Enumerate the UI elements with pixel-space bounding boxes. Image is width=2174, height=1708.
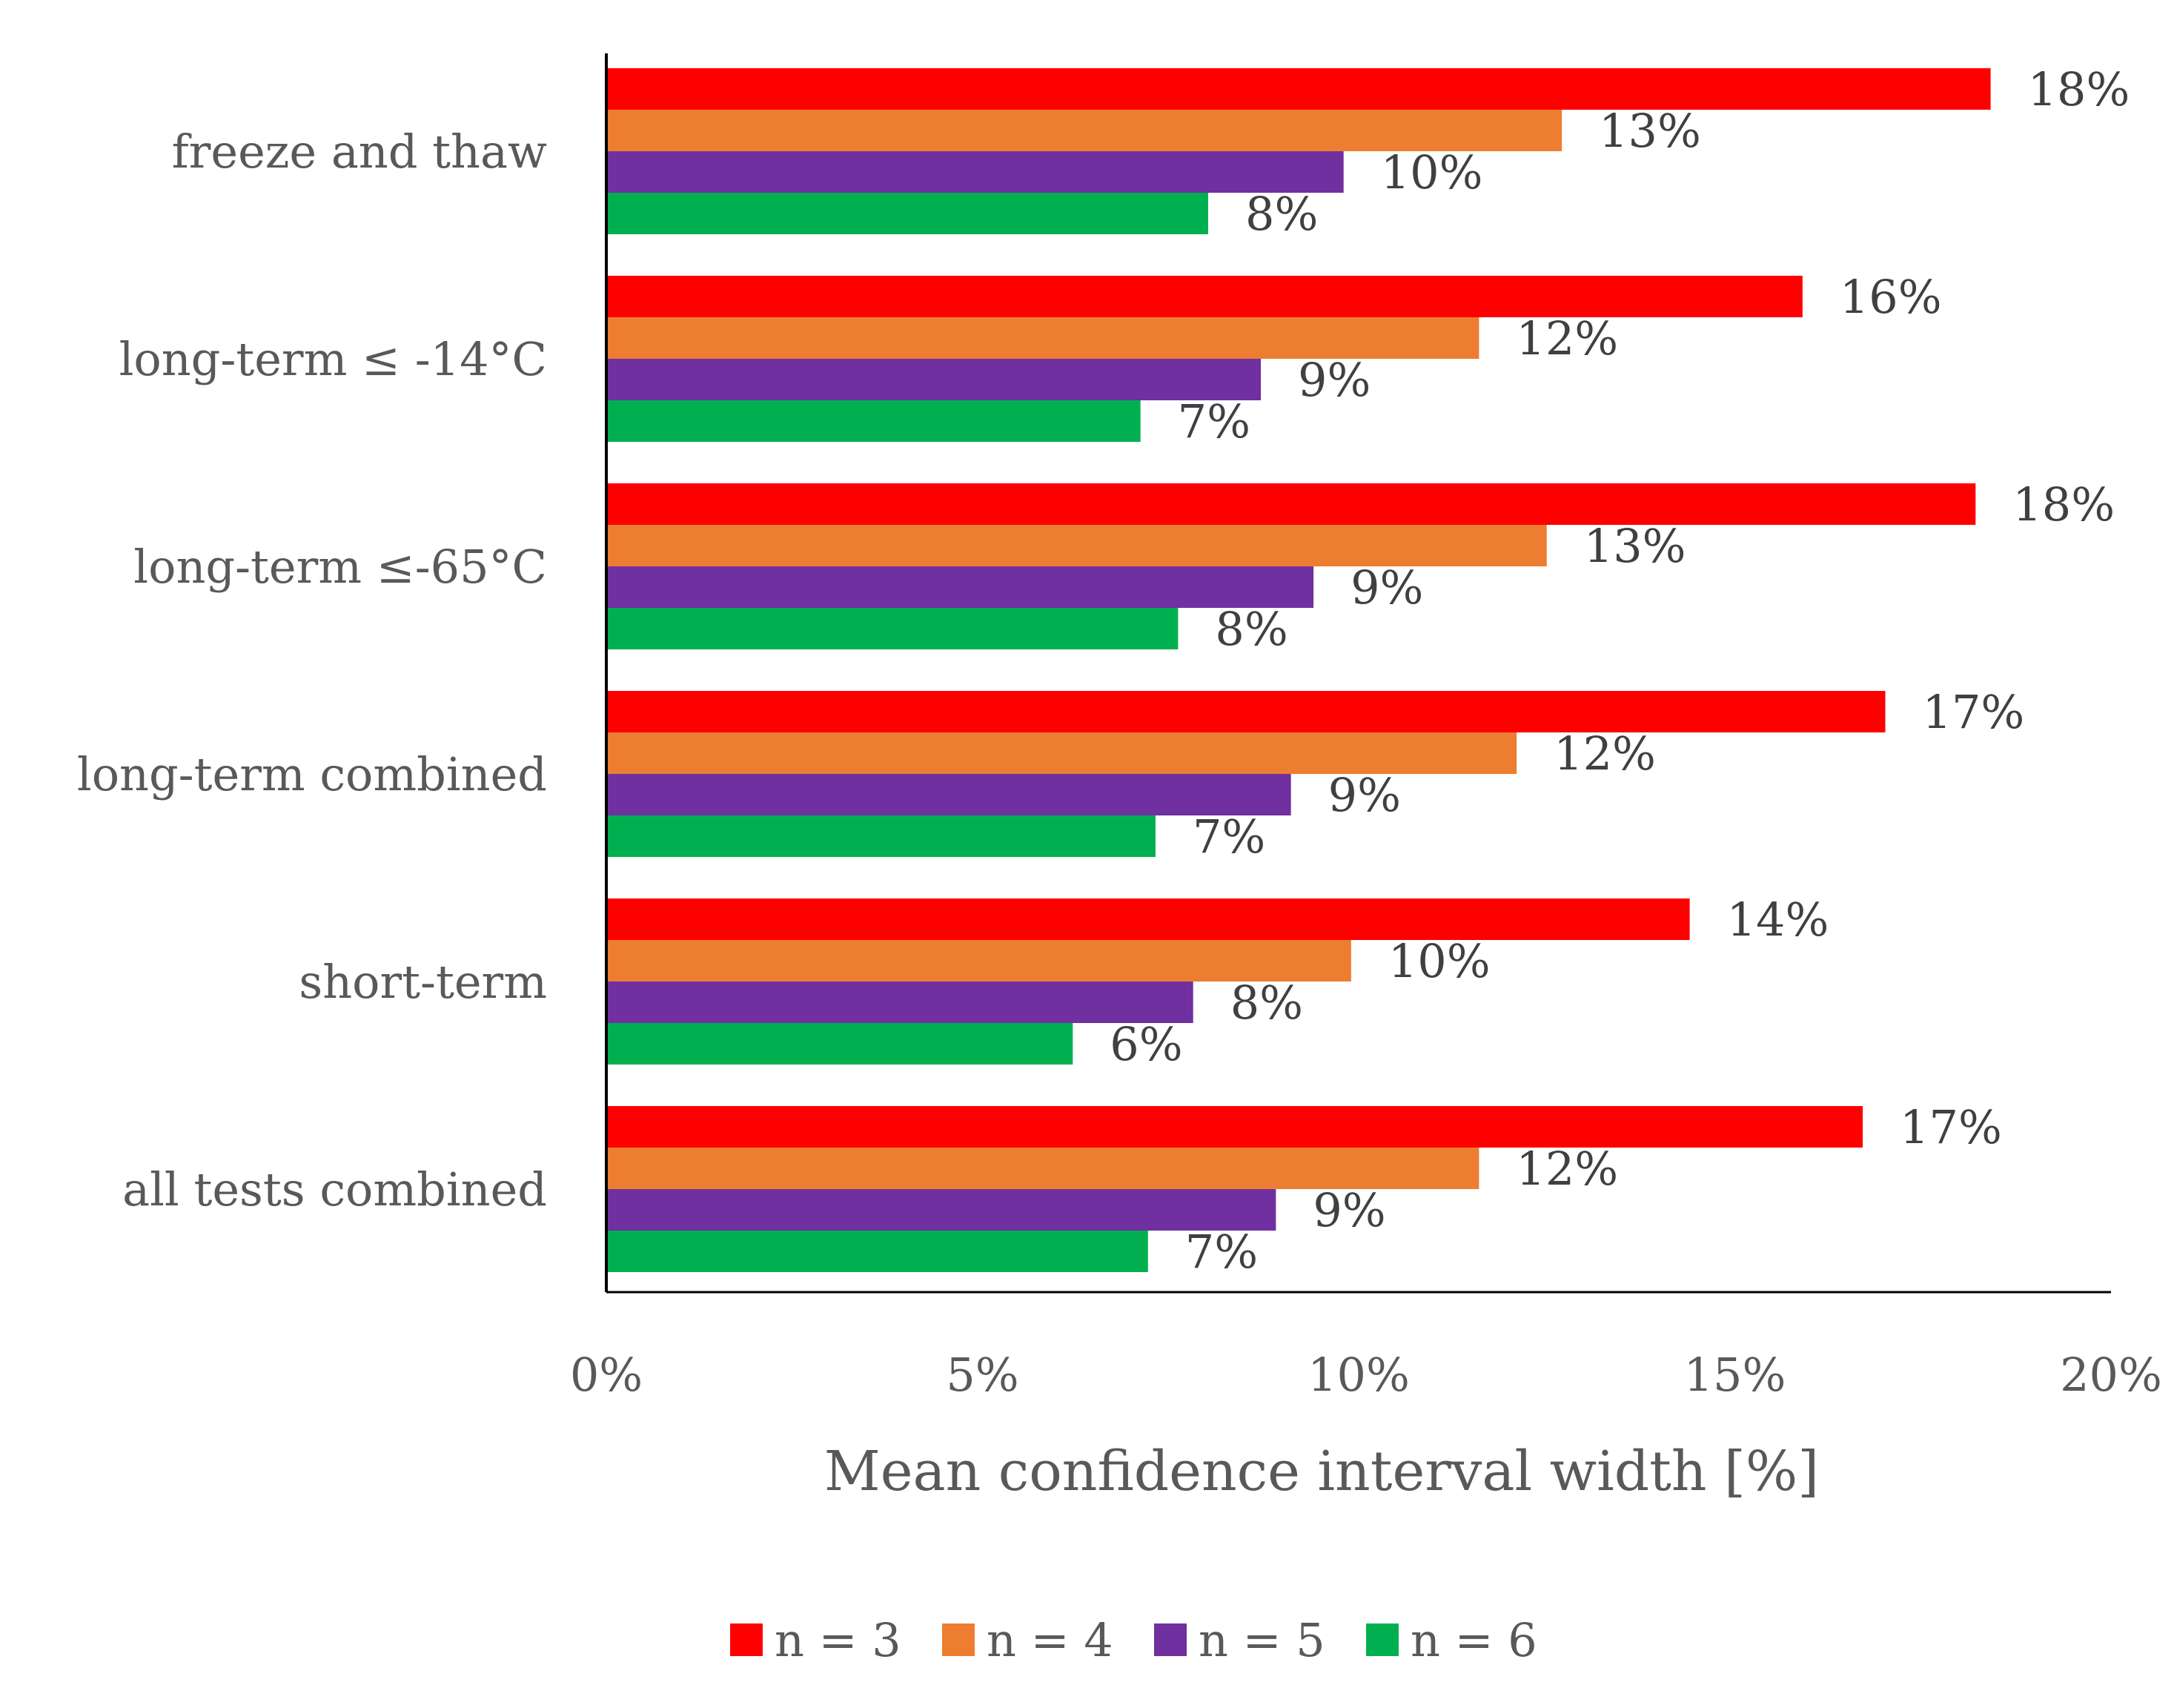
- value-label: 6%: [1110, 1017, 1182, 1071]
- bar-n3-0: [606, 68, 1991, 110]
- bar-n3-5: [606, 1106, 1863, 1148]
- legend-swatch: [730, 1623, 763, 1656]
- category-label: long-term ≤ -14°C: [119, 332, 547, 386]
- category-label: freeze and thaw: [172, 125, 547, 179]
- legend-swatch: [1366, 1623, 1399, 1656]
- value-label: 17%: [1900, 1100, 2002, 1154]
- x-tick-labels: 0% 5% 10% 15% 20%: [570, 1348, 2162, 1402]
- x-tick-label: 15%: [1684, 1348, 1786, 1402]
- legend-label: n = 4: [987, 1613, 1113, 1667]
- bar-n6-4: [606, 1023, 1073, 1065]
- value-label: 10%: [1381, 145, 1483, 199]
- bar-n5-0: [606, 151, 1344, 193]
- bar-n5-5: [606, 1189, 1276, 1231]
- bar-n4-3: [606, 732, 1517, 774]
- bar-n6-3: [606, 815, 1156, 857]
- bar-n3-4: [606, 898, 1690, 940]
- value-label: 13%: [1599, 104, 1701, 158]
- value-label: 7%: [1178, 394, 1250, 448]
- bar-n3-3: [606, 691, 1886, 732]
- bar-n4-1: [606, 317, 1479, 359]
- x-tick-label: 20%: [2060, 1348, 2162, 1402]
- legend-label: n = 3: [775, 1613, 901, 1667]
- legend-label: n = 5: [1199, 1613, 1325, 1667]
- value-label: 17%: [1923, 685, 2025, 739]
- bar-n4-0: [606, 110, 1562, 151]
- legend-swatch: [1154, 1623, 1187, 1656]
- bar-n3-2: [606, 483, 1976, 525]
- bar-n6-5: [606, 1231, 1148, 1272]
- x-axis-title: Mean confidence interval width [%]: [824, 1440, 1819, 1503]
- category-label: short-term: [299, 955, 547, 1009]
- value-labels-layer: 18% 13% 10% 8% 16% 12% 9% 7% 18% 13% 9% 8% 17% 12% 9% 7…: [1110, 62, 2130, 1279]
- category-labels-layer: freeze and thaw long-term ≤ -14°C long-ter…: [77, 125, 547, 1217]
- bar-n5-3: [606, 774, 1291, 815]
- category-label: long-term combined: [77, 747, 547, 801]
- x-tick-label: 10%: [1308, 1348, 1410, 1402]
- value-label: 18%: [2012, 477, 2115, 532]
- legend: n = 3 n = 4 n = 5 n = 6: [730, 1613, 1537, 1667]
- value-label: 14%: [1727, 893, 1829, 947]
- bar-n6-0: [606, 193, 1208, 234]
- value-label: 8%: [1245, 187, 1318, 241]
- value-label: 9%: [1328, 768, 1401, 822]
- value-label: 9%: [1313, 1183, 1385, 1237]
- category-label: long-term ≤-65°C: [133, 540, 547, 594]
- bar-n4-4: [606, 940, 1351, 982]
- value-label: 12%: [1554, 726, 1656, 781]
- value-label: 9%: [1351, 560, 1423, 615]
- value-label: 7%: [1193, 810, 1265, 864]
- value-label: 13%: [1584, 519, 1686, 573]
- bar-n3-1: [606, 276, 1803, 317]
- bar-n5-1: [606, 359, 1262, 400]
- bar-n5-2: [606, 566, 1314, 608]
- category-label: all tests combined: [122, 1162, 547, 1217]
- bar-n4-5: [606, 1148, 1479, 1189]
- bar-n4-2: [606, 525, 1547, 566]
- value-label: 10%: [1388, 934, 1491, 988]
- value-label: 16%: [1840, 270, 1942, 324]
- value-label: 8%: [1215, 602, 1288, 656]
- x-tick-label: 0%: [570, 1348, 643, 1402]
- bar-n5-4: [606, 982, 1193, 1023]
- value-label: 7%: [1185, 1225, 1258, 1279]
- value-label: 18%: [2028, 62, 2130, 116]
- x-tick-label: 5%: [946, 1348, 1018, 1402]
- value-label: 12%: [1516, 311, 1618, 365]
- legend-label: n = 6: [1411, 1613, 1537, 1667]
- legend-swatch: [942, 1623, 975, 1656]
- bars-layer: [606, 68, 1991, 1272]
- value-label: 9%: [1298, 353, 1371, 407]
- bar-n6-2: [606, 608, 1179, 649]
- value-label: 8%: [1230, 976, 1303, 1030]
- bar-n6-1: [606, 400, 1141, 442]
- value-label: 12%: [1516, 1142, 1618, 1196]
